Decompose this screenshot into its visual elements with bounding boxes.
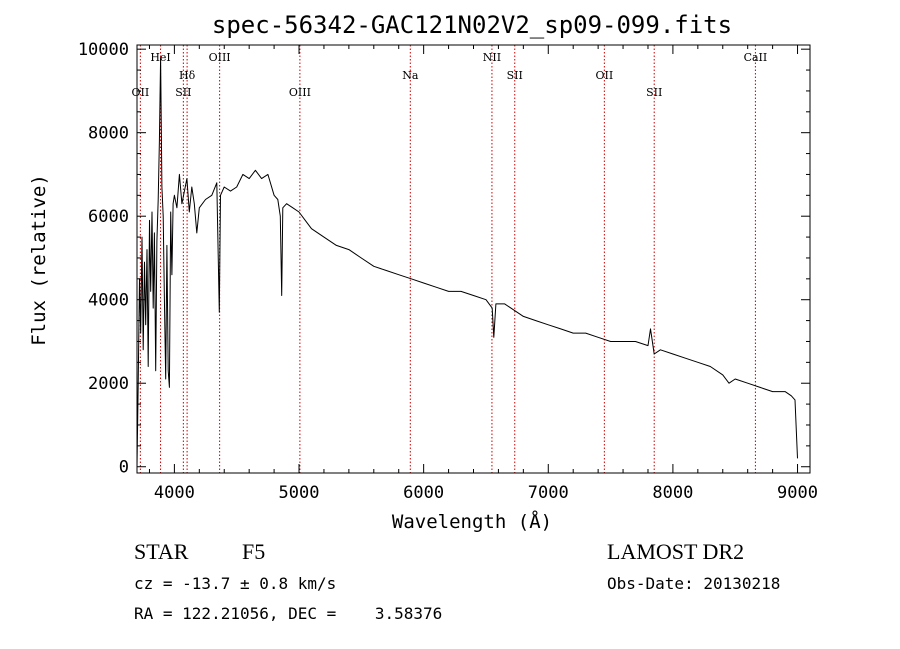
line-marker-label: Hδ [179, 69, 196, 82]
y-axis-label: Flux (relative) [28, 174, 50, 346]
x-tick-label: 7000 [528, 483, 569, 503]
spectrum-line [136, 57, 798, 467]
line-marker-label: OII [132, 86, 150, 99]
line-marker-label: SII [646, 86, 662, 99]
redshift-cz: cz = -13.7 ± 0.8 km/s [134, 574, 337, 593]
spectral-subclass: F5 [242, 539, 266, 564]
x-tick-label: 4000 [154, 483, 195, 503]
y-tick-label: 6000 [88, 207, 129, 227]
y-tick-label: 4000 [88, 291, 129, 311]
line-marker-label: NII [483, 51, 501, 64]
y-tick-label: 2000 [88, 374, 129, 394]
line-marker-label: OII [596, 69, 614, 82]
plot-frame [136, 44, 811, 474]
x-axis-label: Wavelength (Å) [392, 510, 552, 533]
y-tick-label: 8000 [88, 124, 129, 144]
observation-date: Obs-Date: 20130218 [607, 574, 781, 593]
line-marker-label: OIII [289, 86, 311, 99]
line-marker-label: Na [402, 69, 419, 82]
x-tick-label: 5000 [279, 483, 320, 503]
line-marker-label: CaII [744, 51, 768, 64]
y-tick-label: 10000 [78, 40, 129, 60]
object-class: STAR [134, 539, 189, 564]
spectrum-series [136, 57, 798, 467]
x-tick-label: 6000 [403, 483, 444, 503]
x-tick-label: 9000 [777, 483, 818, 503]
y-tick-label: 0 [119, 458, 129, 478]
survey-name: LAMOST DR2 [607, 539, 745, 564]
axes: 4000 5000 6000 7000 8000 9000 0 2000 4000 6000 800… [78, 40, 818, 503]
chart-title: spec-56342-GAC121N02V2_sp09-099.fits [212, 11, 732, 39]
line-marker-label: OIII [209, 51, 231, 64]
x-tick-label: 8000 [652, 483, 693, 503]
line-marker-label: SII [175, 86, 191, 99]
line-marker-label: SII [507, 69, 523, 82]
sky-coordinates: RA = 122.21056, DEC = 3.58376 [134, 604, 443, 623]
